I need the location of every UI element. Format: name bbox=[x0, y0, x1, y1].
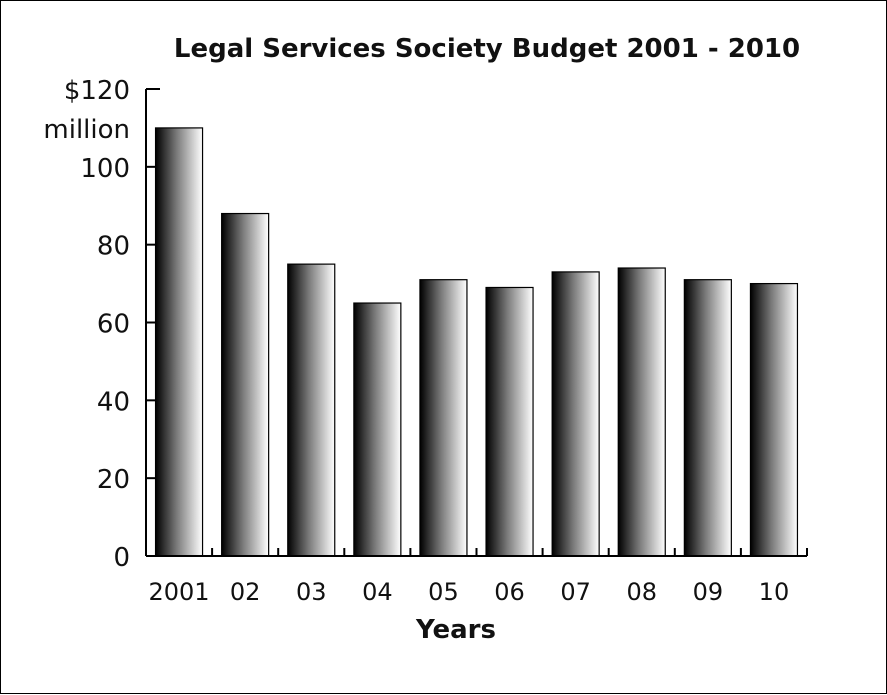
x-tick-label: 05 bbox=[428, 578, 459, 606]
y-tick-label: 60 bbox=[97, 310, 130, 340]
bar bbox=[221, 212, 270, 557]
bars-group bbox=[154, 127, 799, 557]
bar bbox=[749, 282, 799, 557]
bar bbox=[287, 263, 336, 557]
y-tick-label: 100 bbox=[80, 154, 130, 184]
y-tick-label: 80 bbox=[97, 232, 130, 262]
x-tick-label: 04 bbox=[362, 578, 393, 606]
y-tick-label: 20 bbox=[97, 465, 130, 495]
x-tick-label: 09 bbox=[693, 578, 724, 606]
x-axis-title: Years bbox=[415, 615, 496, 645]
y-tick-label: 40 bbox=[97, 387, 130, 417]
chart-title: Legal Services Society Budget 2001 - 201… bbox=[174, 34, 800, 64]
x-tick-label: 08 bbox=[626, 578, 657, 606]
bar bbox=[154, 127, 204, 557]
x-tick-label: 07 bbox=[560, 578, 591, 606]
x-tick-label: 02 bbox=[230, 578, 261, 606]
x-tick-label: 03 bbox=[296, 578, 327, 606]
x-tick-label: 10 bbox=[759, 578, 790, 606]
bar bbox=[617, 267, 666, 557]
bar bbox=[551, 271, 600, 557]
x-axis-ticks: 2001 02 03 04 05 06 07 08 09 10 bbox=[149, 548, 808, 606]
bar bbox=[485, 286, 534, 557]
y-axis-ticks: 0 20 40 60 80 100 $120 bbox=[64, 76, 160, 573]
x-tick-label: 2001 bbox=[149, 578, 210, 606]
bar bbox=[419, 279, 468, 557]
y-tick-label: 0 bbox=[113, 543, 130, 573]
x-tick-label: 06 bbox=[494, 578, 525, 606]
bar bbox=[353, 302, 402, 557]
y-unit-label: million bbox=[43, 115, 130, 145]
bar bbox=[683, 279, 732, 557]
y-tick-label: $120 bbox=[64, 76, 130, 106]
